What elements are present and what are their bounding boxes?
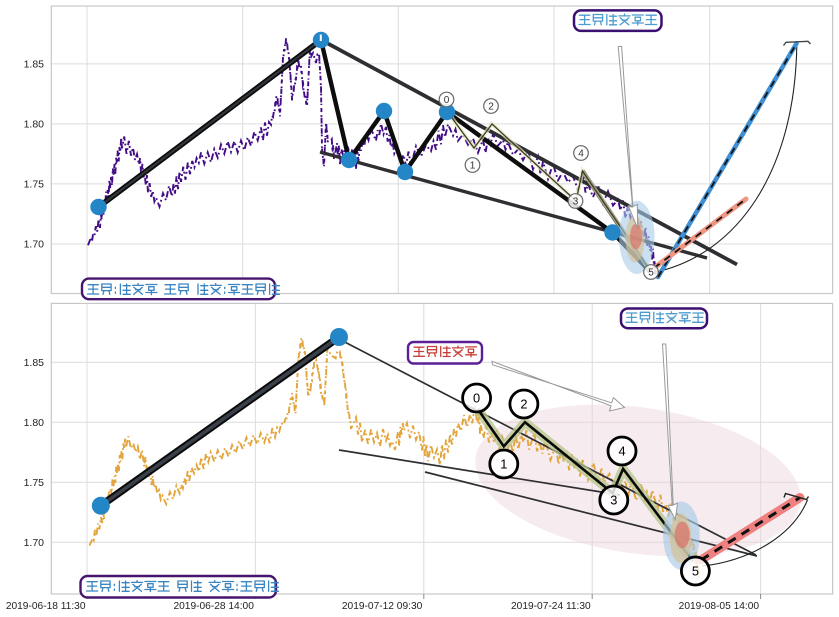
svg-text:0: 0 — [473, 390, 480, 405]
svg-text:2: 2 — [488, 102, 494, 113]
svg-text:4: 4 — [618, 443, 625, 458]
svg-text:1.70: 1.70 — [24, 537, 45, 549]
svg-text:1: 1 — [470, 161, 476, 172]
svg-text:2019-07-12 09:30: 2019-07-12 09:30 — [342, 601, 423, 612]
svg-text:2: 2 — [520, 396, 527, 411]
svg-text:4: 4 — [578, 149, 584, 160]
svg-text:1.80: 1.80 — [24, 417, 45, 429]
svg-text:1.85: 1.85 — [24, 59, 45, 71]
svg-text:0: 0 — [444, 95, 450, 106]
svg-text:2019-06-18 11:30: 2019-06-18 11:30 — [6, 601, 86, 612]
svg-text:2019-07-24 11:30: 2019-07-24 11:30 — [511, 601, 591, 612]
svg-text:3: 3 — [573, 197, 579, 208]
svg-text:3: 3 — [610, 492, 617, 507]
svg-text:1.70: 1.70 — [24, 239, 45, 251]
svg-text:5: 5 — [648, 268, 654, 279]
svg-text:2019-08-05 14:00: 2019-08-05 14:00 — [679, 601, 760, 612]
svg-text:1.80: 1.80 — [24, 119, 45, 131]
svg-text:5: 5 — [692, 563, 699, 578]
svg-text:1.75: 1.75 — [24, 477, 45, 489]
svg-text:1.75: 1.75 — [24, 179, 45, 191]
svg-text:2019-06-28 14:00: 2019-06-28 14:00 — [173, 601, 254, 612]
svg-text:1.85: 1.85 — [24, 357, 45, 369]
svg-text:1: 1 — [500, 456, 507, 471]
